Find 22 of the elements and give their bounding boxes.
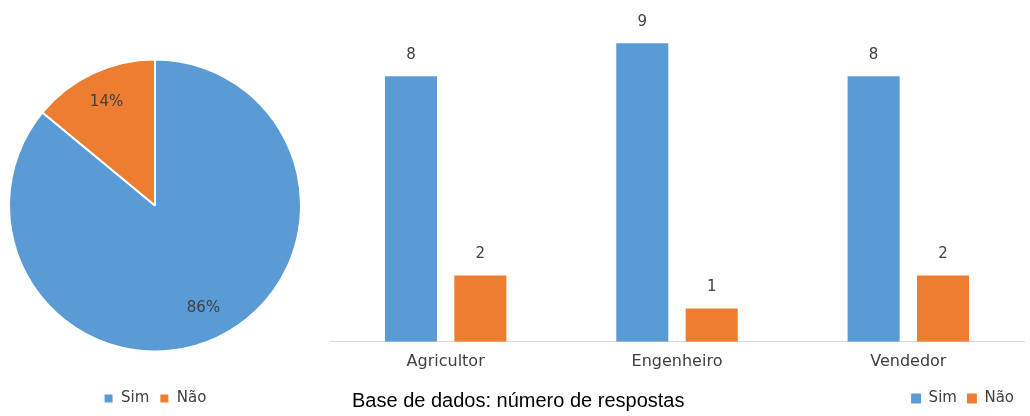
x-tick-label: Agricultor [406,350,486,370]
legend-label: Não [176,388,207,407]
bar [616,43,669,342]
bar [685,308,738,342]
data-label: 2 [475,243,486,262]
data-label: 8 [406,44,416,63]
legend-label: Sim [928,388,957,407]
data-label: 8 [868,44,879,63]
x-tick-label: Vendedor [870,350,947,370]
bar [847,76,900,342]
bar [454,275,507,342]
data-label: 86% [186,298,221,317]
legend-label: Não [984,388,1014,407]
data-label: 2 [938,243,948,262]
text: Base de dados: número de respostas [352,389,685,412]
data-label: 14% [89,92,124,111]
legend-label: Sim [121,388,150,407]
data-label: 9 [637,11,648,30]
x-tick-label: Engenheiro [631,350,723,370]
data-label: 1 [706,277,717,296]
bar [917,275,970,342]
bar [384,76,437,342]
